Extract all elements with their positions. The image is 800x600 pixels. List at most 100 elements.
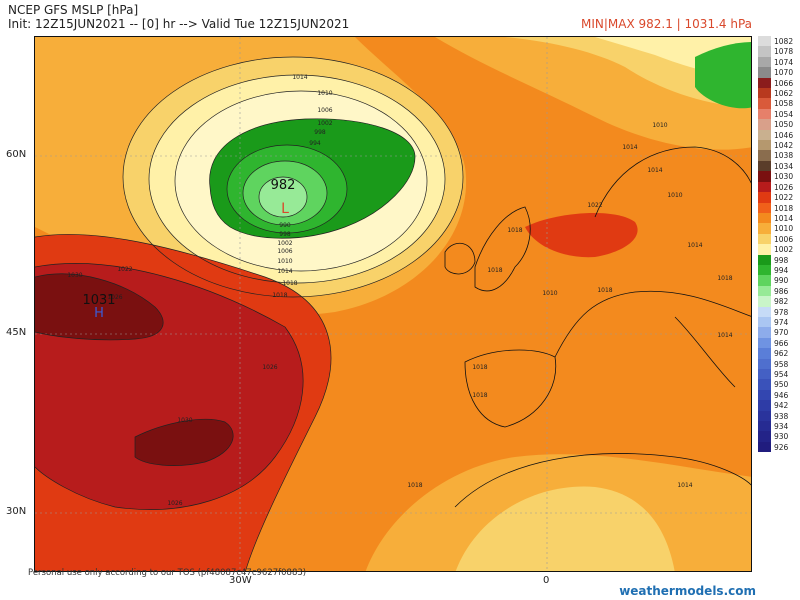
legend-swatch bbox=[758, 264, 771, 276]
isobar-1030-b bbox=[134, 418, 234, 466]
legend-row: 1030 bbox=[758, 171, 798, 182]
legend-row: 1058 bbox=[758, 98, 798, 109]
legend-swatch bbox=[758, 233, 771, 245]
legend-swatch bbox=[758, 431, 771, 442]
isobar-label: 1022 bbox=[117, 266, 132, 273]
coast-france bbox=[554, 290, 751, 358]
legend-row: 954 bbox=[758, 369, 798, 380]
legend-swatch bbox=[758, 88, 771, 99]
legend-level-label: 1046 bbox=[774, 130, 794, 140]
legend-swatch bbox=[758, 275, 771, 286]
isobar-label: 1026 bbox=[167, 500, 182, 507]
legend-swatch bbox=[758, 348, 771, 359]
disclaimer-text: Personal use only according to our TOS (… bbox=[28, 568, 307, 578]
legend-level-label: 934 bbox=[774, 422, 789, 432]
isobar-1010 bbox=[148, 74, 446, 284]
legend-swatch bbox=[758, 192, 771, 203]
legend-swatch bbox=[758, 358, 771, 369]
isobar-label: 1026 bbox=[262, 364, 277, 371]
coast-north-africa bbox=[454, 453, 751, 508]
legend-row: 1062 bbox=[758, 88, 798, 99]
legend-swatch bbox=[758, 400, 771, 411]
legend-swatch bbox=[758, 369, 771, 380]
low-center-symbol: L bbox=[281, 201, 289, 217]
lat-label-45n: 45N bbox=[6, 327, 27, 338]
isobar-label: 1006 bbox=[277, 248, 292, 255]
coast-scandinavia bbox=[594, 146, 751, 218]
legend-row: 1022 bbox=[758, 192, 798, 203]
legend-swatch bbox=[758, 244, 771, 255]
legend-level-label: 938 bbox=[774, 411, 789, 421]
legend-level-label: 1030 bbox=[774, 172, 794, 182]
legend-row: 994 bbox=[758, 264, 798, 276]
isobar-label: 1022 bbox=[587, 202, 602, 209]
pressure-field-svg: 1014101010061002998994990998100210061010… bbox=[35, 37, 751, 571]
pressure-map: 1014 1010 1006 1002 998 994 990 998 1002 1006 1010… bbox=[34, 36, 752, 572]
brand-link[interactable]: weathermodels.com bbox=[619, 584, 756, 598]
chart-title: NCEP GFS MSLP [hPa] bbox=[8, 3, 139, 17]
isobar-label: 1010 bbox=[667, 192, 682, 199]
legend-row: 950 bbox=[758, 379, 798, 390]
isobar-label: 1018 bbox=[407, 482, 422, 489]
isobar-label: 1026 bbox=[107, 294, 122, 301]
legend-level-label: 950 bbox=[774, 380, 789, 390]
legend-level-label: 930 bbox=[774, 432, 789, 442]
pressure-legend: 1082 1078 1074 1070 1066 1062 1058 1054 1050 1046… bbox=[758, 36, 798, 453]
isobar-label: 990 bbox=[279, 222, 291, 229]
legend-row: 1002 bbox=[758, 244, 798, 255]
legend-row: 926 bbox=[758, 441, 798, 453]
legend-row: 1018 bbox=[758, 202, 798, 213]
isobar-label: 1010 bbox=[542, 290, 557, 297]
legend-level-label: 1022 bbox=[774, 193, 794, 203]
legend-row: 1010 bbox=[758, 223, 798, 234]
legend-row: 930 bbox=[758, 431, 798, 442]
isobar-label: 1002 bbox=[277, 240, 292, 247]
legend-level-label: 1066 bbox=[774, 78, 794, 88]
legend-level-label: 1070 bbox=[774, 68, 794, 78]
isobar-label: 1018 bbox=[472, 364, 487, 371]
legend-swatch bbox=[758, 202, 771, 213]
legend-row: 1054 bbox=[758, 108, 798, 120]
isobar-986 bbox=[258, 176, 308, 218]
isobar-label: 998 bbox=[314, 129, 326, 136]
isobar-label: 1018 bbox=[282, 280, 297, 287]
init-valid-line: Init: 12Z15JUN2021 -- [0] hr --> Valid T… bbox=[8, 17, 350, 31]
isobar-label: 1002 bbox=[317, 120, 332, 127]
legend-swatch bbox=[758, 316, 771, 328]
legend-level-label: 974 bbox=[774, 317, 789, 327]
lon-label-30w: 30W bbox=[229, 575, 252, 586]
legend-row: 974 bbox=[758, 316, 798, 328]
legend-swatch bbox=[758, 46, 771, 57]
field-low-scandinavia bbox=[695, 42, 751, 109]
isobar-990 bbox=[242, 160, 328, 226]
isobar-label: 1014 bbox=[647, 167, 662, 174]
legend-swatch bbox=[758, 171, 771, 182]
legend-row: 1070 bbox=[758, 67, 798, 78]
legend-level-label: 990 bbox=[774, 276, 789, 286]
legend-row: 1034 bbox=[758, 160, 798, 172]
legend-level-label: 998 bbox=[774, 255, 789, 265]
isobar-label: 1010 bbox=[317, 90, 332, 97]
legend-swatch bbox=[758, 56, 771, 68]
legend-swatch bbox=[758, 140, 771, 151]
isobar-label: 1018 bbox=[507, 227, 522, 234]
isobar-label: 1018 bbox=[472, 392, 487, 399]
isobar-label: 1014 bbox=[677, 482, 692, 489]
legend-level-label: 1026 bbox=[774, 182, 794, 192]
legend-level-label: 994 bbox=[774, 265, 789, 275]
legend-row: 1014 bbox=[758, 212, 798, 224]
high-center-symbol: H bbox=[94, 306, 104, 321]
legend-row: 942 bbox=[758, 400, 798, 411]
legend-row: 938 bbox=[758, 410, 798, 422]
isobar-1014 bbox=[122, 56, 464, 298]
legend-swatch bbox=[758, 223, 771, 234]
legend-row: 1046 bbox=[758, 129, 798, 141]
isobar-label: 1014 bbox=[717, 332, 732, 339]
legend-level-label: 1034 bbox=[774, 161, 794, 171]
legend-row: 1026 bbox=[758, 181, 798, 193]
isobar-label: 1014 bbox=[687, 242, 702, 249]
legend-swatch bbox=[758, 67, 771, 78]
isobar-label: 1014 bbox=[622, 144, 637, 151]
legend-swatch bbox=[758, 212, 771, 224]
legend-level-label: 966 bbox=[774, 338, 789, 348]
